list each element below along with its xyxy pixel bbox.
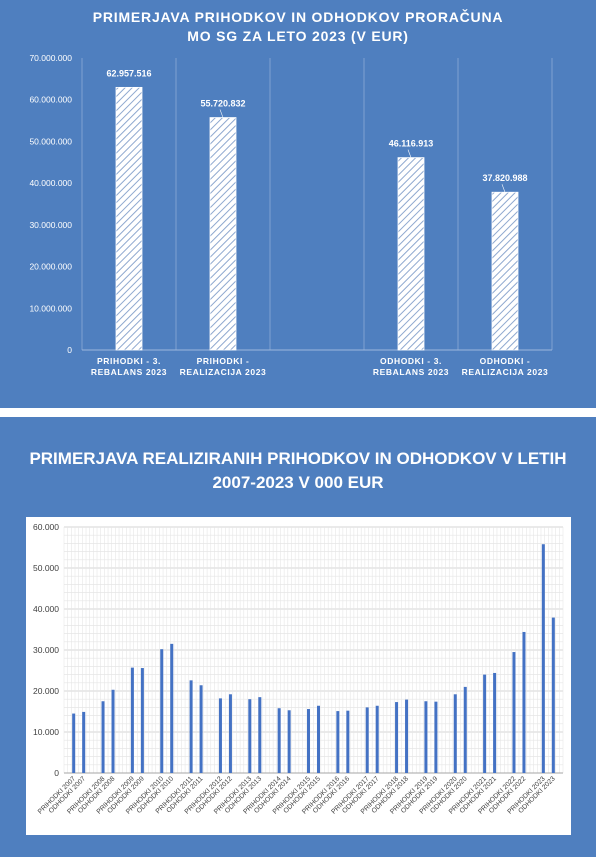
bottom-chart-bar [111,689,115,773]
bottom-chart-title-line-1: PRIMERJAVA REALIZIRANIH PRIHODKOV IN ODH… [29,449,567,468]
bottom-chart-bar [189,680,193,773]
bottom-chart-bar [336,711,340,773]
top-chart-bar [397,157,425,351]
top-chart-label-leader [407,149,412,158]
bottom-chart-bar [375,705,379,773]
top-chart-category-label: PRIHODKI - 3. [97,356,161,366]
bottom-chart-bar [405,699,409,773]
top-chart-bar [209,117,237,351]
top-chart-panel: PRIMERJAVA PRIHODKOV IN ODHODKOV PRORAČU… [0,0,596,408]
bottom-chart-bar [82,711,86,773]
bottom-chart-y-tick-label: 60.000 [33,522,59,532]
bottom-chart-bar [365,707,369,773]
bottom-chart-bar [317,705,320,773]
top-chart-category-label: REBALANS 2023 [373,367,449,377]
bottom-chart-bar [424,701,428,773]
bottom-chart-bar [170,643,174,773]
top-chart-label-leader [501,184,506,193]
bottom-chart-bar [140,668,144,773]
top-chart-y-tick-label: 50.000.000 [29,136,72,146]
bottom-chart-bar [287,710,291,773]
bottom-chart-bar [522,631,526,773]
bottom-chart-title-line-2: 2007-2023 V 000 EUR [212,473,384,492]
top-chart-title: PRIMERJAVA PRIHODKOV IN ODHODKOV PRORAČU… [0,8,596,46]
bottom-chart-bar [493,672,497,773]
bottom-chart-bar [160,649,164,773]
top-chart-y-tick-label: 60.000.000 [29,95,72,105]
bottom-chart-y-tick-label: 0 [54,768,59,778]
top-chart-y-tick-label: 10.000.000 [29,303,72,313]
bottom-chart-bar [130,667,134,773]
bottom-chart-bar [483,674,487,773]
top-chart-label-leader [219,109,224,118]
bottom-chart-bar [228,694,232,773]
bottom-chart-bar [199,685,203,773]
bottom-chart-bar [277,708,281,773]
bottom-chart-bar [307,709,310,773]
bottom-chart-bar [101,701,105,773]
bottom-chart-bar [434,701,438,773]
top-chart-title-line-2: MO SG ZA LETO 2023 (V EUR) [187,28,409,44]
top-chart-category-label: ODHODKI - [480,356,531,366]
top-chart-data-label: 55.720.832 [200,99,245,109]
bottom-chart-bar [453,694,457,773]
bottom-chart-panel: PRIMERJAVA REALIZIRANIH PRIHODKOV IN ODH… [0,417,596,857]
bottom-chart-bar [346,710,350,773]
bottom-chart-bar [72,713,76,773]
bottom-chart-plot: 010.00020.00030.00040.00050.00060.000PRI… [33,522,564,816]
top-chart-y-tick-label: 0 [67,345,72,355]
bottom-chart-bar [218,698,222,773]
bottom-chart-y-tick-label: 10.000 [33,727,59,737]
top-chart-category-label: PRIHODKI - [197,356,250,366]
bottom-chart-area: 0 10.000 20.000 30.000 40.000 50.000 60.000 PRI… [26,517,571,835]
top-chart-category-label: REALIZACIJA 2023 [180,367,267,377]
top-chart-category-label: REBALANS 2023 [91,367,167,377]
top-chart-plot: 0 10.000.000 20.000.000 30.000.000 40.000.00… [29,53,553,377]
bottom-chart-y-tick-label: 30.000 [33,645,59,655]
bottom-chart-bar [463,686,467,773]
top-chart-y-tick-label: 30.000.000 [29,220,72,230]
top-chart-title-line-1: PRIMERJAVA PRIHODKOV IN ODHODKOV PRORAČU… [92,9,504,25]
top-chart-y-tick-label: 40.000.000 [29,178,72,188]
bottom-chart-bar [395,702,399,773]
top-chart-data-label: 46.116.913 [389,139,434,149]
bottom-chart-y-tick-label: 20.000 [33,686,59,696]
bottom-chart-bar [258,697,262,773]
bottom-chart-title: PRIMERJAVA REALIZIRANIH PRIHODKOV IN ODH… [0,447,596,495]
bottom-chart-bar [551,617,555,773]
top-chart-category-label: ODHODKI - 3. [380,356,442,366]
bottom-chart-y-tick-label: 50.000 [33,563,59,573]
top-chart-data-label: 62.957.516 [106,68,151,78]
bottom-chart-bar [512,652,516,773]
top-chart-bar [491,191,519,351]
top-chart-y-tick-label: 20.000.000 [29,262,72,272]
top-chart-data-label: 37.820.988 [482,173,527,183]
bottom-chart-bar [248,699,252,773]
top-chart-bar [115,86,143,351]
bottom-chart-bar [541,544,545,773]
bottom-chart-y-tick-label: 40.000 [33,604,59,614]
top-chart-category-label: REALIZACIJA 2023 [462,367,549,377]
top-chart-y-tick-label: 70.000.000 [29,53,72,63]
